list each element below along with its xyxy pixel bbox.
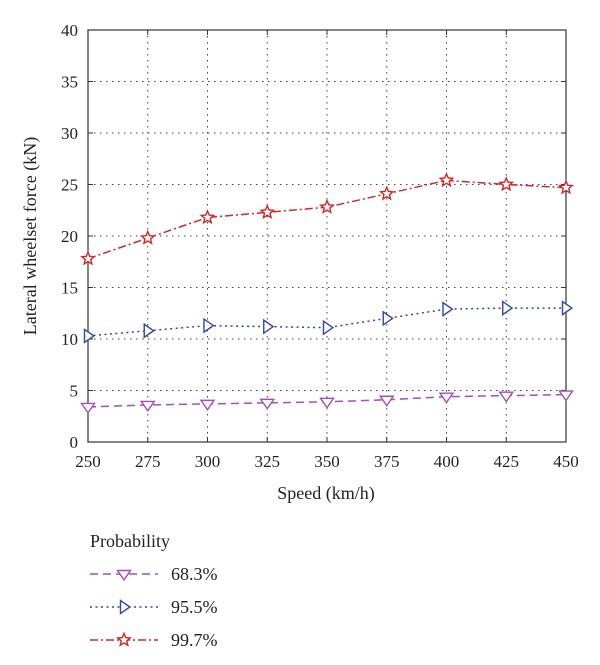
legend-item: 99.7% xyxy=(90,630,218,650)
series-99.7% xyxy=(80,172,574,266)
legend-label: 95.5% xyxy=(171,597,218,617)
x-tick-label: 425 xyxy=(494,452,520,471)
axes: 250 275 300 325 350 375 400 425 450 0 5 10 15 20 25 30 3… xyxy=(61,21,579,471)
y-tick-label: 40 xyxy=(61,21,78,40)
data-point xyxy=(203,317,215,334)
data-point xyxy=(80,250,96,266)
data-point xyxy=(378,185,395,201)
series-layer xyxy=(80,172,574,415)
data-point xyxy=(199,209,216,225)
data-point xyxy=(322,319,335,336)
legend-label: 68.3% xyxy=(171,564,218,584)
legend-swatch-marker xyxy=(116,569,132,582)
data-point xyxy=(80,402,96,415)
series-95.5% xyxy=(83,300,574,344)
y-tick-label: 5 xyxy=(70,382,79,401)
x-tick-label: 325 xyxy=(255,452,281,471)
legend-item: 68.3% xyxy=(90,564,218,584)
x-tick-label: 450 xyxy=(553,452,579,471)
legend-label: 99.7% xyxy=(171,630,218,650)
data-point xyxy=(199,399,216,411)
y-tick-label: 35 xyxy=(61,73,78,92)
data-point xyxy=(561,300,574,316)
data-point xyxy=(259,203,276,220)
data-point xyxy=(382,310,394,327)
data-point xyxy=(143,322,155,339)
y-tick-label: 20 xyxy=(61,227,78,246)
x-tick-label: 300 xyxy=(195,452,221,471)
data-point xyxy=(438,392,455,404)
data-point xyxy=(319,397,335,409)
data-point xyxy=(139,400,156,412)
x-tick-label: 375 xyxy=(374,452,400,471)
data-point xyxy=(438,172,455,188)
data-point xyxy=(259,398,276,410)
data-point xyxy=(558,179,574,195)
x-tick-label: 250 xyxy=(75,452,101,471)
data-point xyxy=(442,301,454,317)
data-point xyxy=(498,391,515,403)
grid-lines xyxy=(88,30,566,442)
legend: Probability 68.3% 95.5% 99.7% xyxy=(90,531,218,650)
legend-swatch-marker xyxy=(116,631,132,647)
series-68.3% xyxy=(80,390,574,415)
y-tick-label: 10 xyxy=(61,330,78,349)
legend-swatch-marker xyxy=(119,599,132,615)
x-axis-label: Speed (km/h) xyxy=(277,483,374,504)
data-point xyxy=(498,176,515,192)
y-tick-label: 15 xyxy=(61,279,78,298)
data-point xyxy=(378,395,395,407)
plot-frame xyxy=(87,29,567,443)
y-tick-label: 25 xyxy=(61,176,78,195)
data-point xyxy=(502,300,514,316)
data-point xyxy=(139,229,156,245)
data-point xyxy=(558,390,574,402)
y-axis-label: Lateral wheelset force (kN) xyxy=(20,137,41,335)
data-point xyxy=(263,318,275,335)
y-tick-label: 30 xyxy=(61,124,78,143)
data-point xyxy=(319,198,335,214)
legend-title: Probability xyxy=(90,531,170,551)
y-tick-label: 0 xyxy=(70,433,79,452)
legend-item: 95.5% xyxy=(90,597,218,617)
x-tick-label: 400 xyxy=(434,452,460,471)
x-tick-label: 275 xyxy=(135,452,161,471)
data-point xyxy=(83,328,96,344)
x-tick-label: 350 xyxy=(314,452,340,471)
